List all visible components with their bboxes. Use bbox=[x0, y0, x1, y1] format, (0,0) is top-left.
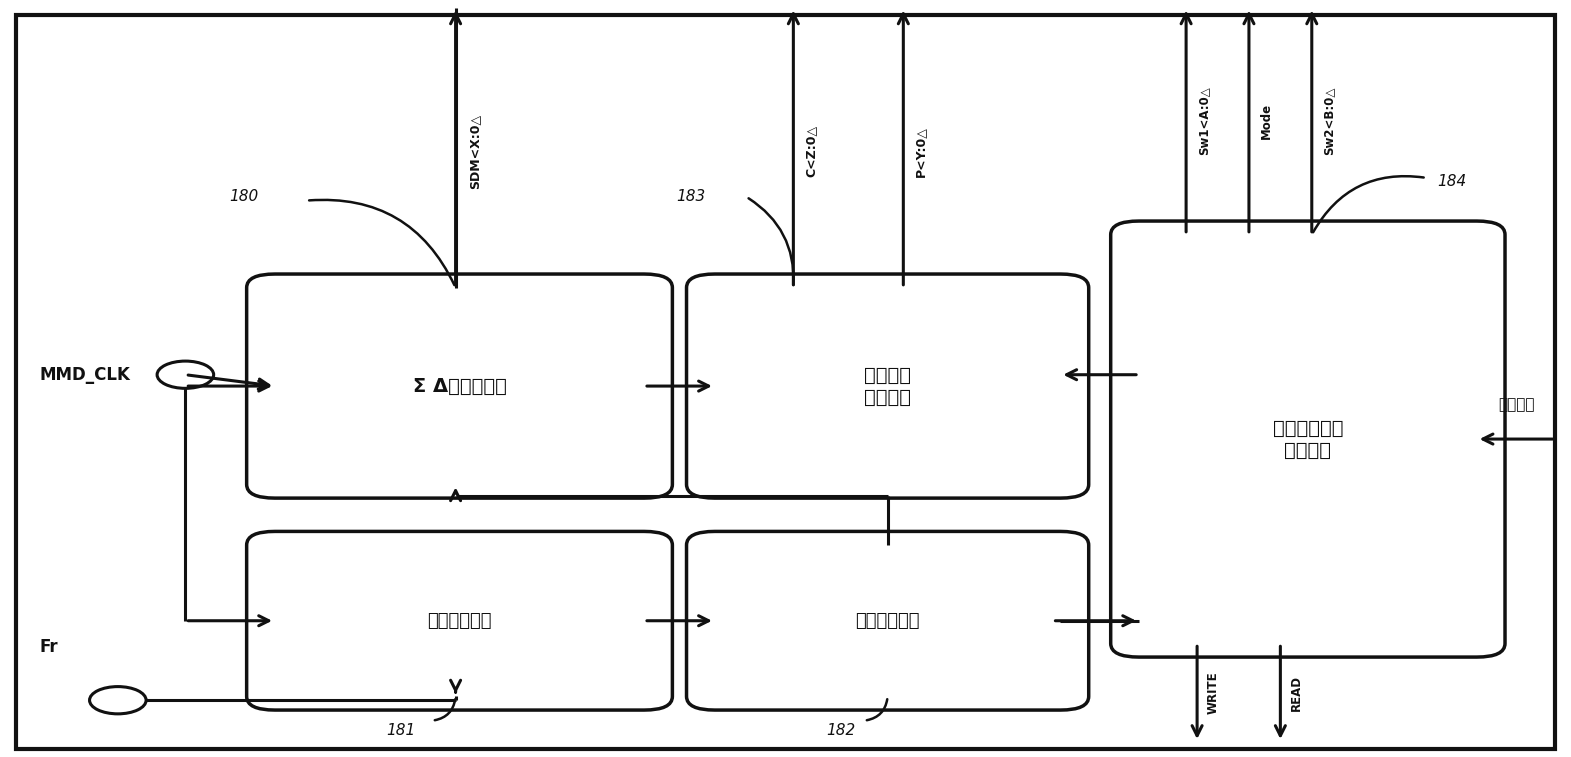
FancyBboxPatch shape bbox=[687, 274, 1089, 498]
Text: MMD_CLK: MMD_CLK bbox=[39, 366, 130, 384]
Text: 数字输入: 数字输入 bbox=[1497, 397, 1535, 413]
Text: Sw1<A:0△: Sw1<A:0△ bbox=[1197, 87, 1210, 155]
Text: 频率比较模块: 频率比较模块 bbox=[855, 612, 921, 630]
Text: Σ Δ数字调制器: Σ Δ数字调制器 bbox=[413, 376, 506, 396]
Text: WRITE: WRITE bbox=[1207, 671, 1219, 714]
Text: 频率采样模块: 频率采样模块 bbox=[427, 612, 492, 630]
FancyBboxPatch shape bbox=[247, 531, 672, 710]
FancyBboxPatch shape bbox=[1111, 221, 1505, 657]
FancyBboxPatch shape bbox=[687, 531, 1089, 710]
Text: P<Y:0△: P<Y:0△ bbox=[914, 126, 927, 177]
Text: 180: 180 bbox=[229, 189, 258, 204]
Text: 183: 183 bbox=[677, 189, 705, 204]
Text: Mode: Mode bbox=[1260, 103, 1273, 139]
Text: 数字控制信号
产生模块: 数字控制信号 产生模块 bbox=[1273, 419, 1343, 459]
Text: Fr: Fr bbox=[39, 638, 58, 656]
Text: 182: 182 bbox=[826, 723, 855, 738]
FancyBboxPatch shape bbox=[247, 274, 672, 498]
Text: 线性插値
计算模块: 线性插値 计算模块 bbox=[864, 366, 911, 407]
Text: 184: 184 bbox=[1437, 174, 1467, 189]
Text: SDM<X:0△: SDM<X:0△ bbox=[468, 114, 481, 189]
Text: READ: READ bbox=[1290, 674, 1302, 711]
Text: C<Z:0△: C<Z:0△ bbox=[804, 126, 817, 177]
Text: Sw2<B:0△: Sw2<B:0△ bbox=[1323, 87, 1335, 155]
Text: 181: 181 bbox=[386, 723, 415, 738]
FancyBboxPatch shape bbox=[16, 15, 1555, 749]
